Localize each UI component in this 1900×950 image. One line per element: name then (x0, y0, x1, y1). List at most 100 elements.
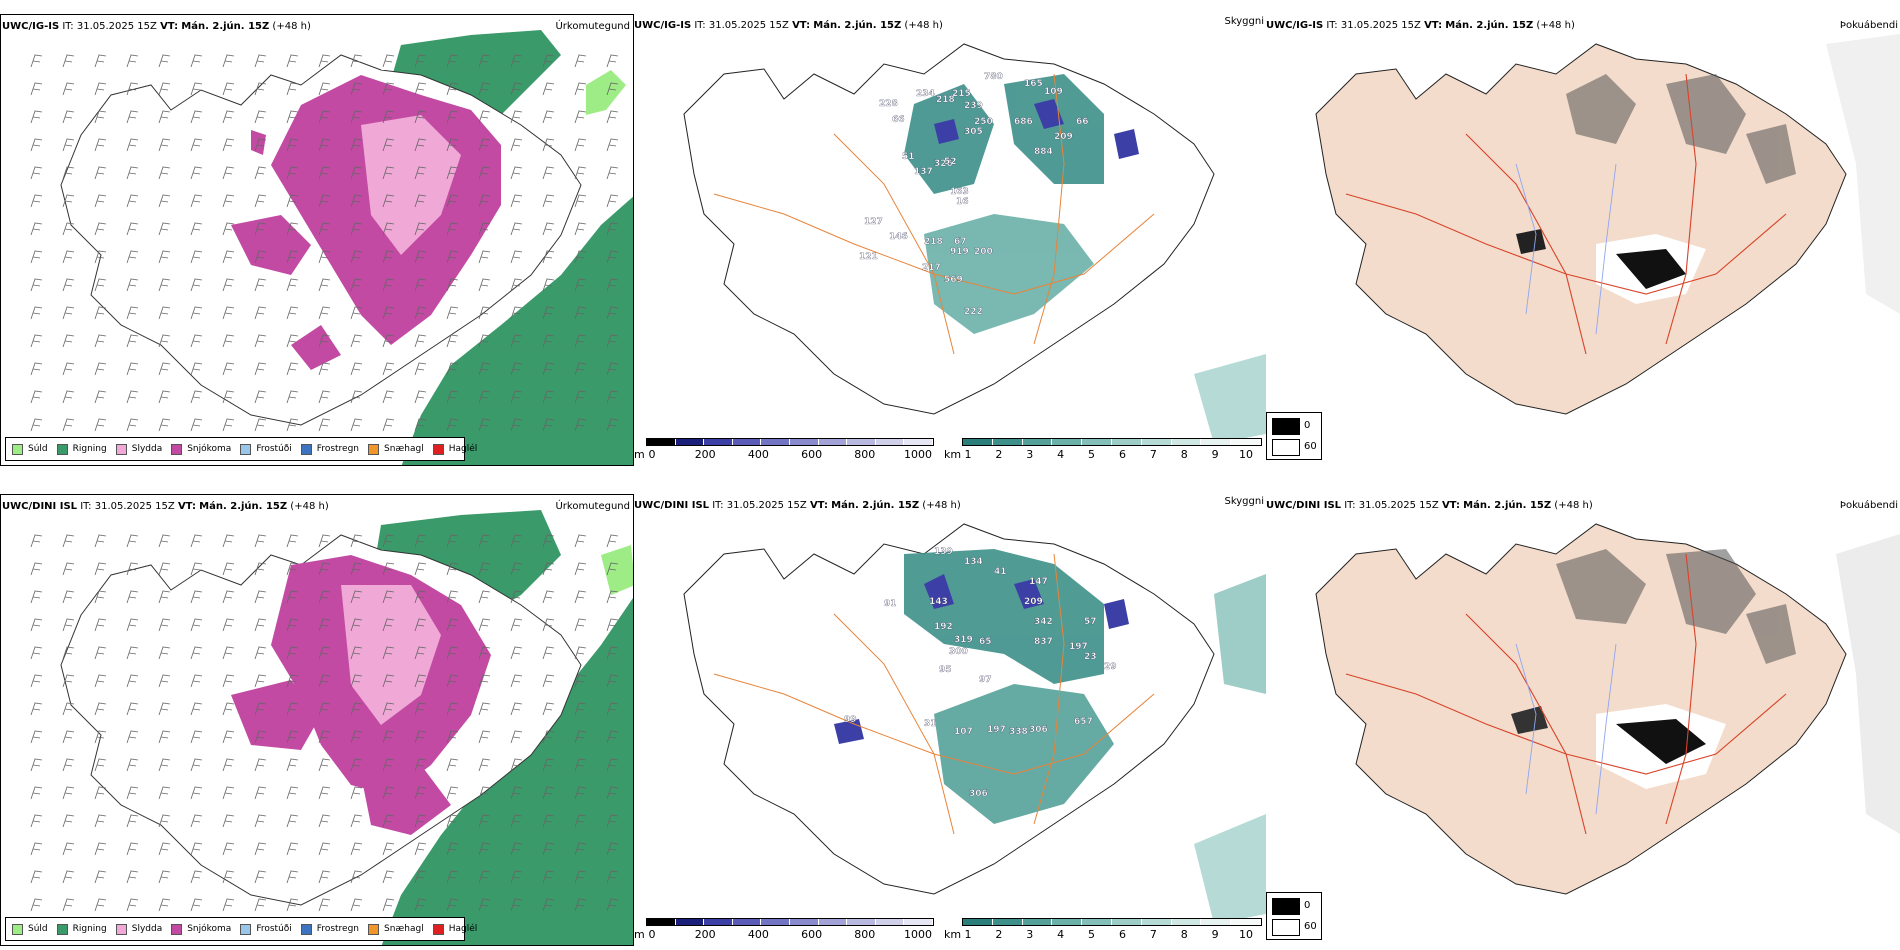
wind-barb (382, 54, 395, 68)
wind-barb (254, 562, 267, 576)
colorbar-bin (1171, 919, 1202, 925)
wind-barb (158, 194, 171, 208)
wind-barb (510, 898, 523, 912)
wind-barb (254, 250, 267, 264)
header-line: UWC/DINI ISL IT: 31.05.2025 15Z VT: Mán.… (1266, 500, 1593, 512)
wind-barb (62, 842, 75, 856)
visibility-value-label: 139 (934, 547, 953, 557)
lead-time: (+48 h) (922, 500, 961, 511)
wind-barb (574, 194, 587, 208)
wind-barb (510, 786, 523, 800)
wind-barb (542, 534, 555, 548)
wind-barb (478, 702, 491, 716)
wind-barb (542, 758, 555, 772)
wind-barb (30, 674, 43, 688)
wind-barb (62, 418, 75, 432)
wind-barb (94, 418, 107, 432)
wind-barb (222, 590, 235, 604)
wind-barb (414, 194, 427, 208)
colorbar-bin (732, 439, 762, 445)
wind-barb (414, 418, 427, 432)
model-name: UWC/DINI ISL (634, 500, 710, 511)
wind-barb (158, 870, 171, 884)
colorbar-bin (704, 439, 733, 445)
wind-barb (382, 222, 395, 236)
wind-barb (190, 306, 203, 320)
wind-barb (382, 534, 395, 548)
wind-barb (286, 222, 299, 236)
wind-barb (30, 646, 43, 660)
wind-barb (510, 814, 523, 828)
wind-barb (286, 870, 299, 884)
wind-barb (126, 362, 139, 376)
wind-barb (254, 898, 267, 912)
wind-barb (542, 702, 555, 716)
legend-label: Frostregn (316, 444, 360, 454)
colorbar-bin (789, 919, 819, 925)
wind-barb (446, 674, 459, 688)
wind-barb (606, 194, 619, 208)
wind-barb (510, 110, 523, 124)
model-name: UWC/IG-IS (2, 21, 60, 32)
colorbar-tick-label: 1 (964, 448, 972, 461)
wind-barb (126, 138, 139, 152)
wind-barb (158, 618, 171, 632)
colorbar-tick-label: 5 (1088, 928, 1096, 941)
legend-swatch (432, 923, 444, 935)
wind-barb (286, 674, 299, 688)
wind-barb (382, 758, 395, 772)
visibility-value-label: 326 (934, 159, 953, 169)
wind-barb (574, 166, 587, 180)
wind-barb (126, 674, 139, 688)
wind-barb (382, 334, 395, 348)
wind-barb (318, 362, 331, 376)
colorbar-tick-label: 4 (1057, 448, 1065, 461)
wind-barb (478, 562, 491, 576)
wind-barb (30, 250, 43, 264)
colorbar-bin (1231, 439, 1261, 445)
legend-item: Snæhagl (368, 443, 424, 455)
visibility-value-label: 143 (929, 597, 948, 607)
visibility-value-label: 686 (1014, 117, 1033, 127)
wind-barb (190, 362, 203, 376)
visibility-value-label: 99 (844, 715, 857, 725)
wind-barb (606, 702, 619, 716)
wind-barb (190, 110, 203, 124)
panel-title: Skyggni (1224, 496, 1264, 507)
wind-barb (510, 166, 523, 180)
wind-barb (94, 674, 107, 688)
colorbar-bin (818, 919, 848, 925)
colorbar-tick-label: 8 (1180, 928, 1188, 941)
wind-barb (286, 82, 299, 96)
wind-barb (350, 618, 363, 632)
wind-barb (414, 534, 427, 548)
wind-barb (254, 194, 267, 208)
wind-barb (254, 166, 267, 180)
wind-barb (510, 730, 523, 744)
colorbar-unit: km (944, 448, 962, 461)
colorbar-bin (1231, 919, 1261, 925)
wind-barb (126, 54, 139, 68)
wind-barb (318, 814, 331, 828)
vt-value: Mán. 2.jún. 15Z (1463, 500, 1552, 511)
wind-barb (510, 842, 523, 856)
wind-barb (414, 110, 427, 124)
wind-barb (542, 418, 555, 432)
wind-barb (478, 842, 491, 856)
visibility-value-label: 200 (974, 247, 993, 257)
wind-barb (542, 222, 555, 236)
colorbar-tick-label: 7 (1149, 928, 1157, 941)
wind-barb (190, 842, 203, 856)
wind-barb (62, 334, 75, 348)
visibility-value-label: 306 (1029, 725, 1048, 735)
wind-barb (222, 390, 235, 404)
fog-swatch-white (1272, 919, 1300, 936)
wind-barb (94, 222, 107, 236)
visibility-value-label: 66 (1076, 117, 1089, 127)
wind-barb (414, 82, 427, 96)
legend-item: Frostregn (300, 923, 359, 935)
wind-barb (318, 870, 331, 884)
wind-barb (510, 870, 523, 884)
legend-item: Snjókoma (171, 443, 231, 455)
wind-barb (30, 590, 43, 604)
